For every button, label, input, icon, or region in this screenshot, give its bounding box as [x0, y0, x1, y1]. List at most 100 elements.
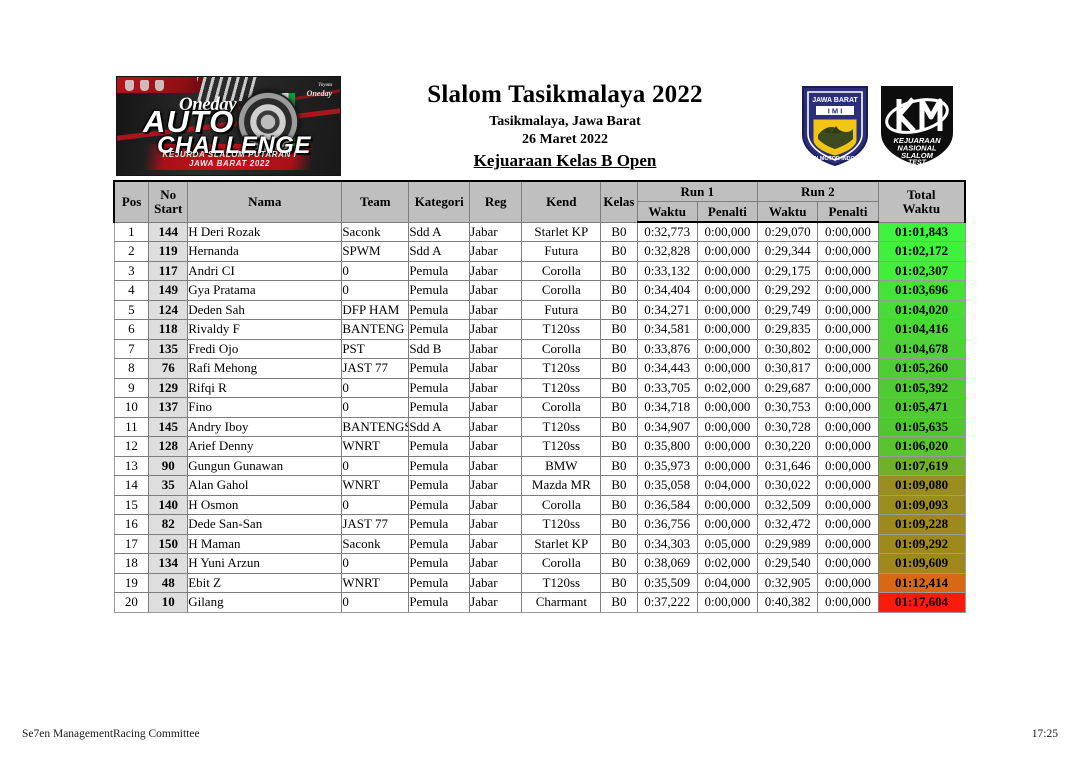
cell-run2-penalti: 0:00,000 [817, 221, 879, 242]
table-row[interactable]: 19 48 Ebit Z WNRT Pemula Jabar T120ss B0 0:35,50… [113, 572, 966, 593]
table-row[interactable]: 18 134 H Yuni Arzun 0 Pemula Jabar Corolla B0 0:… [113, 553, 966, 574]
col-header-no-start: No Start [148, 180, 189, 223]
table-row[interactable]: 4 149 Gya Pratama 0 Pemula Jabar Corolla B0 0:34… [113, 280, 966, 301]
cell-run2-penalti: 0:00,000 [817, 514, 879, 535]
cell-kelas: B0 [600, 299, 638, 320]
cell-run2-penalti: 0:00,000 [817, 260, 879, 281]
table-row[interactable]: 20 10 Gilang 0 Pemula Jabar Charmant B0 0:37,222… [113, 592, 966, 613]
cell-run1-waktu: 0:36,584 [636, 494, 698, 515]
cell-reg: Jabar [469, 416, 523, 437]
cell-run1-waktu: 0:34,303 [636, 533, 698, 554]
cell-pos: 9 [113, 377, 150, 398]
cell-run2-waktu: 0:29,540 [757, 553, 819, 574]
imi-jawa-barat-logo-icon: JAWA BARAT I M I IKATAN MOTOR INDONESIA [800, 86, 870, 167]
cell-run2-penalti: 0:00,000 [817, 280, 879, 301]
table-row[interactable]: 14 35 Alan Gahol WNRT Pemula Jabar Mazda MR B0 0… [113, 475, 966, 496]
table-row[interactable]: 13 90 Gungun Gunawan 0 Pemula Jabar BMW B0 0:35,… [113, 455, 966, 476]
cell-total-waktu: 01:09,609 [877, 553, 966, 574]
table-row[interactable]: 12 128 Arief Denny WNRT Pemula Jabar T120ss B0 0… [113, 436, 966, 457]
cell-no-start: 119 [148, 241, 189, 262]
cell-kategori: Pemula [408, 280, 471, 301]
cell-team: BANTENG [341, 319, 410, 340]
cell-run1-penalti: 0:00,000 [696, 358, 759, 379]
cell-pos: 8 [113, 358, 150, 379]
table-row[interactable]: 16 82 Dede San-San JAST 77 Pemula Jabar T120ss… [113, 514, 966, 535]
cell-run1-waktu: 0:35,800 [636, 436, 698, 457]
cell-kend: Corolla [521, 397, 602, 418]
cell-run1-penalti: 0:04,000 [696, 475, 759, 496]
table-row[interactable]: 9 129 Rifqi R 0 Pemula Jabar T120ss B0 0:33,705 0… [113, 377, 966, 398]
cell-total-waktu: 01:05,471 [877, 397, 966, 418]
cell-kend: T120ss [521, 436, 602, 457]
table-row[interactable]: 15 140 H Osmon 0 Pemula Jabar Corolla B0 0:36,58… [113, 494, 966, 515]
cell-no-start: 144 [148, 221, 189, 242]
cell-nama: Gungun Gunawan [187, 455, 343, 476]
cell-run2-penalti: 0:00,000 [817, 533, 879, 554]
cell-no-start: 90 [148, 455, 189, 476]
cell-total-waktu: 01:17,604 [877, 592, 966, 613]
cell-run1-waktu: 0:34,581 [636, 319, 698, 340]
table-row[interactable]: 5 124 Deden Sah DFP HAM Pemula Jabar Futura B0 0… [113, 299, 966, 320]
footer-left-text: Se7en ManagementRacing Committee [22, 728, 200, 740]
cell-kend: Futura [521, 241, 602, 262]
cell-no-start: 128 [148, 436, 189, 457]
cell-run2-waktu: 0:30,753 [757, 397, 819, 418]
cell-reg: Jabar [469, 592, 523, 613]
cell-no-start: 140 [148, 494, 189, 515]
cell-kategori: Pemula [408, 514, 471, 535]
cell-run2-waktu: 0:30,817 [757, 358, 819, 379]
cell-total-waktu: 01:04,416 [877, 319, 966, 340]
cell-team: PST [341, 338, 410, 359]
cell-kelas: B0 [600, 455, 638, 476]
table-row[interactable]: 6 118 Rivaldy F BANTENG Pemula Jabar T120ss B0 0… [113, 319, 966, 340]
cell-team: 0 [341, 397, 410, 418]
logo-group: JAWA BARAT I M I IKATAN MOTOR INDONESIA … [795, 78, 970, 173]
cell-kend: T120ss [521, 358, 602, 379]
table-row[interactable]: 2 119 Hernanda SPWM Sdd A Jabar Futura B0 0:32,8… [113, 241, 966, 262]
cell-kelas: B0 [600, 592, 638, 613]
banner-corner-brand-text: Oneday [306, 89, 332, 98]
cell-nama: Ebit Z [187, 572, 343, 593]
cell-run2-penalti: 0:00,000 [817, 241, 879, 262]
cell-team: JAST 77 [341, 358, 410, 379]
cell-nama: Gilang [187, 592, 343, 613]
results-table: Pos No Start Nama Team Kategori Reg Kend… [113, 180, 966, 613]
table-row[interactable]: 3 117 Andri CI 0 Pemula Jabar Corolla B0 0:33,13… [113, 260, 966, 281]
cell-pos: 3 [113, 260, 150, 281]
table-row[interactable]: 10 137 Fino 0 Pemula Jabar Corolla B0 0:34,718 0:… [113, 397, 966, 418]
table-row[interactable]: 11 145 Andry Iboy BANTENGS Sdd A Jabar T120ss B… [113, 416, 966, 437]
cell-kategori: Sdd A [408, 221, 471, 242]
col-header-team: Team [341, 180, 410, 223]
cell-run1-waktu: 0:33,705 [636, 377, 698, 398]
cell-kelas: B0 [600, 475, 638, 496]
col-header-no-line1: No [160, 186, 177, 202]
cell-pos: 16 [113, 514, 150, 535]
table-row[interactable]: 7 135 Fredi Ojo PST Sdd B Jabar Corolla B0 0:33,… [113, 338, 966, 359]
cell-kelas: B0 [600, 494, 638, 515]
cell-total-waktu: 01:02,172 [877, 241, 966, 262]
cell-kategori: Pemula [408, 319, 471, 340]
svg-text:I M I: I M I [828, 107, 843, 116]
cell-total-waktu: 01:12,414 [877, 572, 966, 593]
cell-nama: Rivaldy F [187, 319, 343, 340]
svg-text:KEJUARAAN: KEJUARAAN [893, 136, 941, 145]
table-row[interactable]: 17 150 H Maman Saconk Pemula Jabar Starlet KP B… [113, 533, 966, 554]
cell-team: SPWM [341, 241, 410, 262]
table-row[interactable]: 1 144 H Deri Rozak Saconk Sdd A Jabar Starlet … [113, 221, 966, 242]
cell-total-waktu: 01:09,093 [877, 494, 966, 515]
cell-run2-penalti: 0:00,000 [817, 494, 879, 515]
cell-pos: 4 [113, 280, 150, 301]
cell-run2-penalti: 0:00,000 [817, 475, 879, 496]
cell-kend: Corolla [521, 260, 602, 281]
col-header-total-line2: Waktu [902, 200, 941, 216]
cell-no-start: 48 [148, 572, 189, 593]
cell-kategori: Pemula [408, 397, 471, 418]
cell-kelas: B0 [600, 338, 638, 359]
table-row[interactable]: 8 76 Rafi Mehong JAST 77 Pemula Jabar T120ss B0… [113, 358, 966, 379]
cell-no-start: 137 [148, 397, 189, 418]
cell-pos: 12 [113, 436, 150, 457]
event-location: Tasikmalaya, Jawa Barat [489, 114, 641, 129]
cell-team: JAST 77 [341, 514, 410, 535]
cell-pos: 15 [113, 494, 150, 515]
cell-run1-waktu: 0:37,222 [636, 592, 698, 613]
